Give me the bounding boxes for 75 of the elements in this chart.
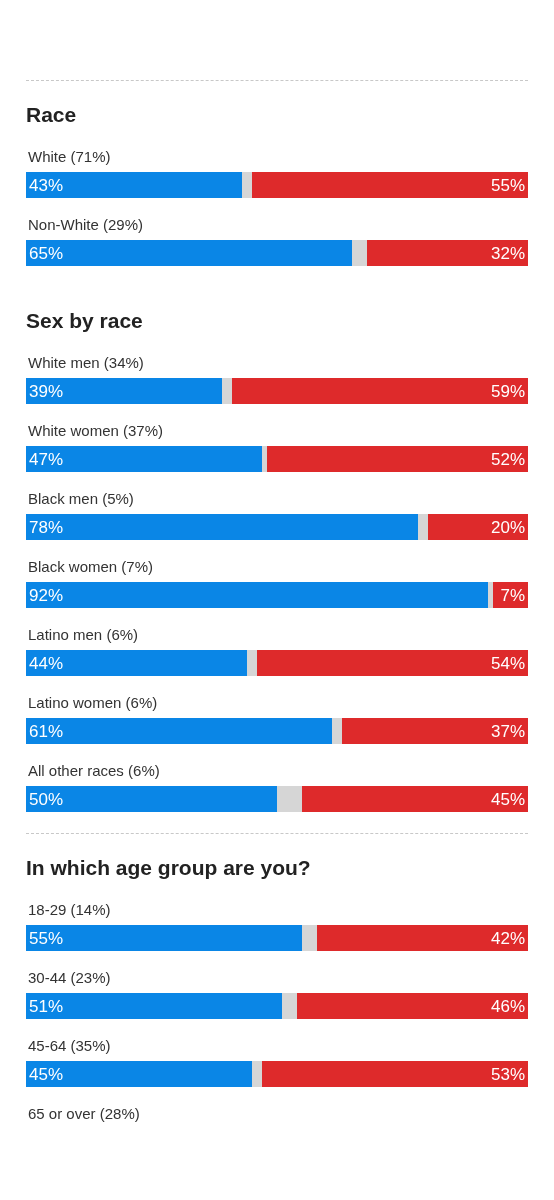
- bar: [266, 446, 528, 472]
- data-label: 42%: [490, 928, 525, 947]
- data-label: 45%: [490, 789, 525, 809]
- data-label: 51%: [29, 996, 64, 1015]
- data-label: 78%: [29, 517, 64, 537]
- data-label: 53%: [490, 1064, 525, 1083]
- bar: [26, 924, 303, 951]
- bar: [277, 786, 303, 812]
- data-label: 50%: [29, 789, 64, 809]
- bar: [417, 514, 428, 540]
- bar: [26, 718, 333, 744]
- bar: [427, 514, 528, 540]
- data-label: 61%: [29, 721, 64, 741]
- y-tick-label: 45-64 (35%): [28, 1036, 111, 1054]
- bar: [352, 239, 368, 266]
- data-label: 44%: [29, 653, 64, 673]
- bar: [26, 514, 418, 540]
- bar: [231, 378, 528, 404]
- bar: [221, 378, 232, 404]
- bar: [487, 582, 493, 608]
- y-tick-label: 65 or over (28%): [28, 1104, 140, 1122]
- bar: [26, 992, 283, 1019]
- y-tick-label: Non-White (29%): [28, 215, 144, 233]
- bar: [26, 582, 488, 608]
- bar: [26, 171, 242, 198]
- chart-title: In which age group are you?: [26, 855, 311, 879]
- y-tick-label: Latino men (6%): [28, 626, 139, 643]
- y-tick-label: Black women (7%): [28, 558, 154, 575]
- data-label: 37%: [490, 721, 525, 741]
- bar: [26, 786, 277, 812]
- chart-title: Sex by race: [26, 308, 143, 332]
- data-label: 7%: [500, 585, 525, 605]
- bar: [256, 650, 528, 676]
- bar: [317, 924, 528, 951]
- data-label: 54%: [490, 653, 525, 673]
- data-label: 55%: [490, 175, 525, 194]
- y-tick-label: White men (34%): [28, 354, 144, 371]
- data-label: 55%: [29, 928, 64, 947]
- y-tick-label: All other races (6%): [28, 762, 160, 779]
- y-tick-label: 30-44 (23%): [28, 968, 111, 986]
- data-label: 47%: [29, 449, 64, 469]
- bar: [26, 239, 353, 266]
- bar: [261, 1060, 528, 1087]
- bar: [332, 718, 343, 744]
- y-tick-label: White women (37%): [28, 422, 164, 439]
- chart-title: Race: [26, 102, 77, 126]
- bar: [26, 446, 262, 472]
- bar: [26, 650, 247, 676]
- bar: [261, 446, 267, 472]
- data-label: 39%: [29, 381, 64, 401]
- bar: [297, 992, 528, 1019]
- bar: [302, 786, 528, 812]
- bar: [367, 239, 528, 266]
- data-label: 43%: [29, 175, 64, 194]
- bar: [251, 171, 528, 198]
- bar: [241, 171, 252, 198]
- data-label: 92%: [29, 585, 64, 605]
- bar: [282, 992, 298, 1019]
- y-tick-label: White (71%): [28, 147, 111, 165]
- data-label: 65%: [29, 243, 64, 262]
- bar: [26, 1060, 252, 1087]
- y-tick-label: Black men (5%): [28, 490, 134, 507]
- data-label: 59%: [490, 381, 525, 401]
- data-label: 32%: [490, 243, 525, 262]
- data-label: 46%: [490, 996, 525, 1015]
- bar: [302, 924, 318, 951]
- y-tick-label: Latino women (6%): [28, 694, 158, 711]
- data-label: 45%: [29, 1064, 64, 1083]
- data-label: 52%: [490, 449, 525, 469]
- data-label: 20%: [490, 517, 525, 537]
- bar: [251, 1060, 262, 1087]
- bar: [342, 718, 528, 744]
- y-tick-label: 18-29 (14%): [28, 900, 111, 918]
- bar: [26, 378, 222, 404]
- bar: [246, 650, 257, 676]
